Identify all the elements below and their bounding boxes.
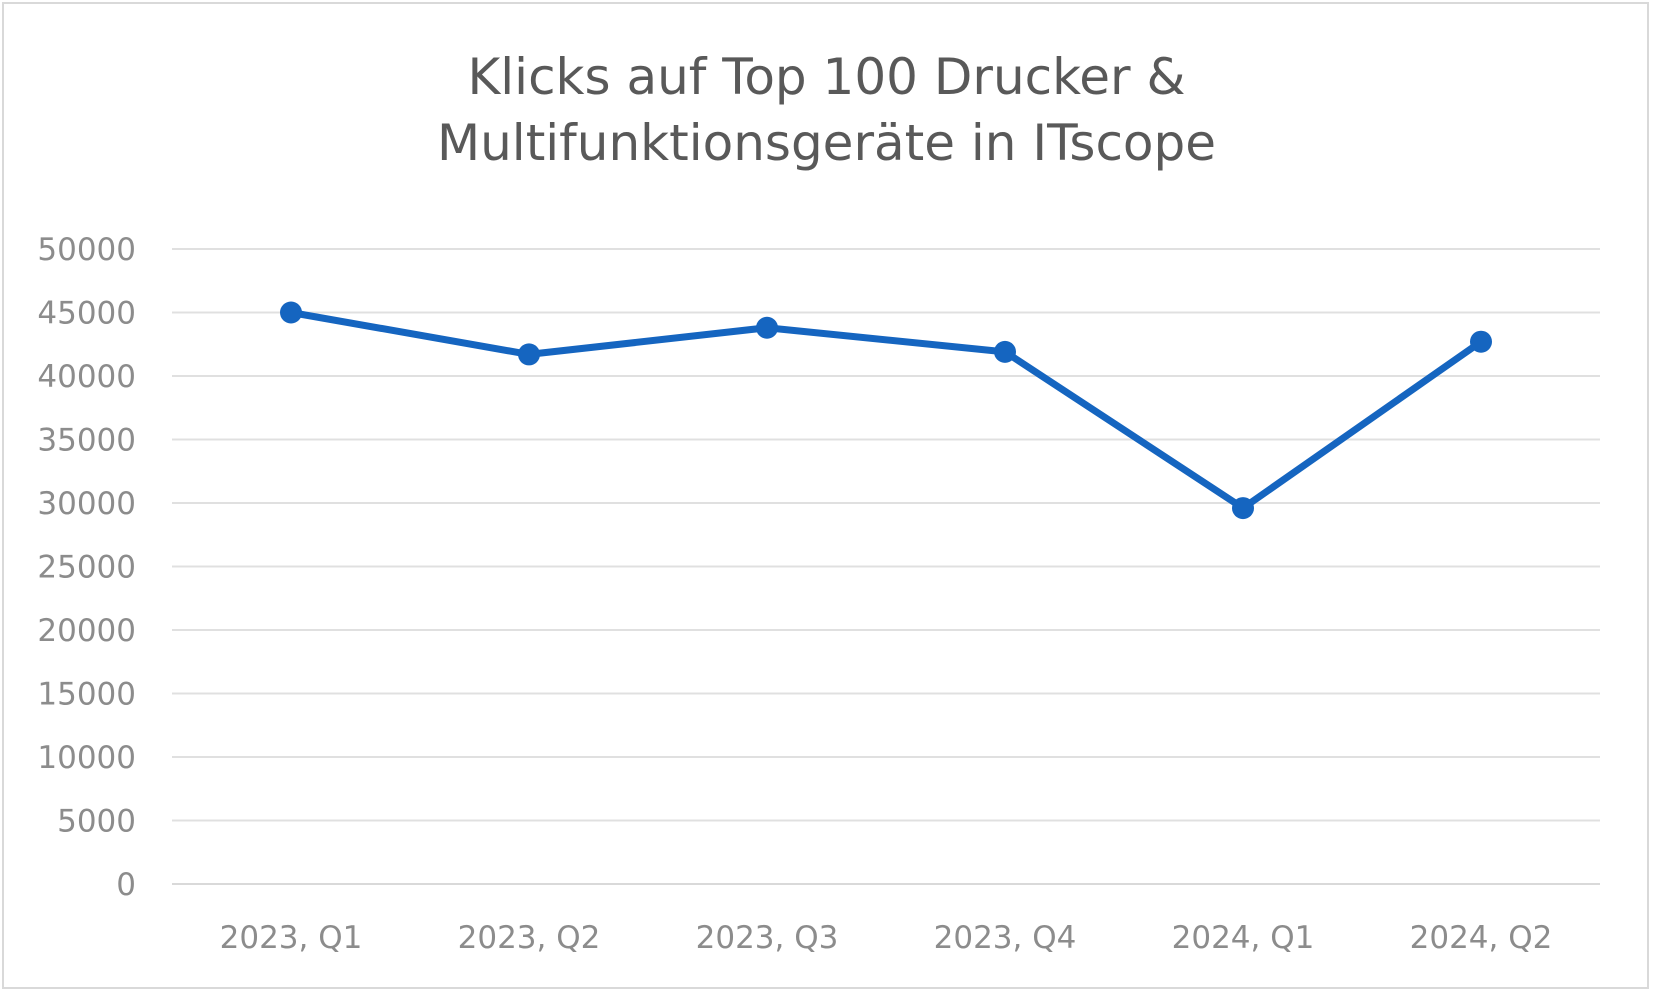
x-tick-label: 2023, Q2 — [458, 920, 601, 956]
x-tick-label: 2023, Q4 — [934, 920, 1077, 956]
data-point — [1232, 497, 1254, 520]
series-group — [280, 301, 1492, 520]
y-tick-label: 10000 — [37, 740, 136, 776]
chart-title-line-2: Multifunktionsgeräte in ITscope — [436, 114, 1217, 172]
chart-title-line-1: Klicks auf Top 100 Drucker & — [467, 48, 1186, 106]
x-tick-label: 2023, Q1 — [220, 920, 363, 956]
y-tick-label: 30000 — [37, 486, 136, 522]
y-tick-label: 35000 — [37, 423, 136, 459]
y-axis-tick-labels: 0 5000 10000 15000 20000 25000 30000 35000 40000… — [37, 232, 136, 903]
x-tick-label: 2024, Q2 — [1410, 920, 1553, 956]
series-line — [287, 309, 1485, 512]
x-tick-label: 2024, Q1 — [1172, 920, 1315, 956]
data-point — [280, 301, 302, 324]
data-point — [994, 340, 1016, 363]
x-tick-label: 2023, Q3 — [696, 920, 839, 956]
y-tick-label: 40000 — [37, 359, 136, 395]
y-tick-label: 50000 — [37, 232, 136, 268]
y-tick-label: 5000 — [57, 804, 136, 840]
y-tick-label: 20000 — [37, 613, 136, 649]
x-axis-tick-labels: 2023, Q1 2023, Q2 2023, Q3 2023, Q4 2024, Q1… — [220, 920, 1553, 956]
chart-title: Klicks auf Top 100 Drucker & Multifunkti… — [0, 44, 1653, 176]
data-point — [756, 316, 778, 339]
y-tick-label: 25000 — [37, 550, 136, 586]
y-tick-label: 0 — [116, 867, 136, 903]
data-point — [518, 343, 540, 366]
gridlines — [172, 248, 1600, 885]
y-tick-label: 45000 — [37, 296, 136, 332]
y-tick-label: 15000 — [37, 677, 136, 713]
data-point — [1470, 330, 1492, 353]
